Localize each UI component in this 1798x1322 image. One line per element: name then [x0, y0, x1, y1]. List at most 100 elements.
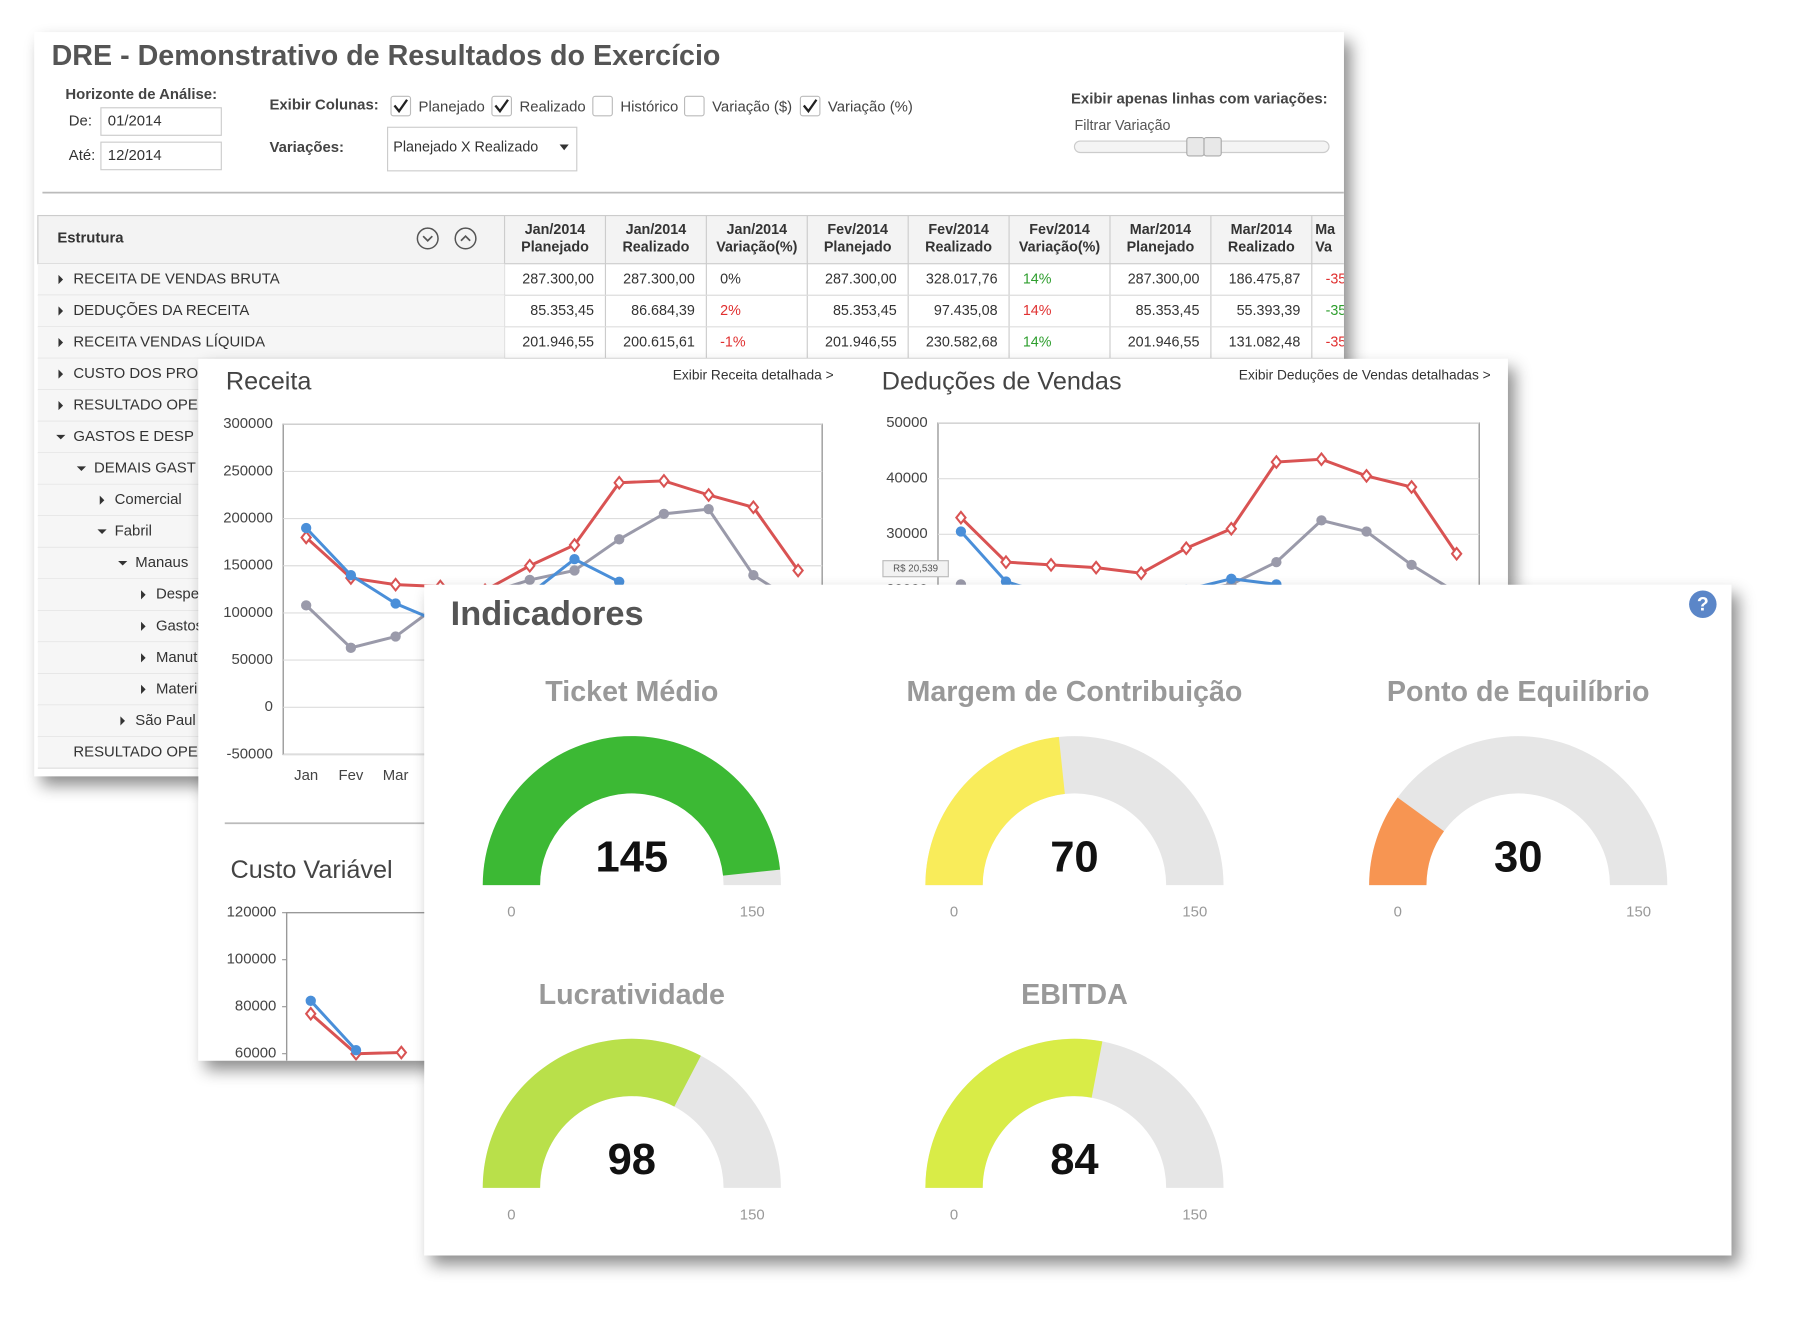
expand-arrow[interactable]	[141, 590, 146, 600]
table-cell: -35	[1326, 303, 1347, 319]
collapse-arrow[interactable]	[56, 434, 66, 440]
row-label: Fabril	[115, 524, 152, 540]
checkbox[interactable]	[683, 95, 705, 117]
label: Horizonte de Análise:	[65, 87, 217, 103]
table-cell: 287.300,00	[825, 271, 897, 287]
gauge-value: 98	[608, 1136, 656, 1184]
tooltip-text: R$ 20,539	[893, 563, 938, 574]
expand-arrow[interactable]	[58, 401, 64, 411]
y-tick-label: 40000	[886, 471, 927, 487]
tooltip	[882, 560, 949, 578]
point	[702, 487, 715, 503]
point	[395, 1045, 408, 1060]
point	[390, 598, 401, 609]
gauge-max: 150	[740, 1207, 765, 1223]
table-cell: 2%	[720, 303, 741, 319]
collapse-arrow[interactable]	[76, 466, 87, 471]
checkbox-label: Realizado	[519, 100, 585, 116]
point	[658, 508, 670, 520]
table-cell: 14%	[1023, 334, 1052, 350]
expand-arrow[interactable]	[58, 306, 64, 316]
label: Exibir apenas linhas com variações:	[1071, 92, 1328, 108]
row-label: Materi	[156, 681, 197, 697]
point	[747, 499, 760, 515]
column-header: Ma	[1315, 222, 1336, 238]
point	[301, 522, 312, 534]
expand-arrow[interactable]	[141, 684, 146, 694]
row-label: Manut	[156, 650, 198, 666]
chevron	[422, 235, 433, 242]
toggle-all-icon[interactable]	[416, 227, 439, 250]
column-header: Jan/2014	[727, 222, 788, 238]
gauge-title: EBITDA	[1021, 979, 1128, 1011]
row-label: Manaus	[135, 555, 188, 571]
column-header: Planejado	[521, 239, 589, 255]
point	[1045, 557, 1057, 573]
label: De:	[69, 113, 92, 129]
point	[658, 473, 670, 489]
column-header: Jan/2014	[626, 222, 687, 238]
checkbox-label: Variação (%)	[828, 100, 913, 116]
column-header: Realizado	[622, 239, 689, 255]
checkbox[interactable]	[592, 95, 613, 117]
series-line	[959, 457, 1458, 575]
collapse-arrow[interactable]	[118, 560, 128, 566]
y-tick-label: 300000	[223, 416, 273, 432]
slider-handle[interactable]	[1203, 137, 1222, 157]
gauge-min: 0	[950, 905, 958, 921]
select[interactable]	[387, 126, 578, 172]
date-input[interactable]	[100, 107, 222, 136]
point	[304, 1006, 317, 1022]
table-header	[37, 214, 1344, 265]
table-cell: 14%	[1023, 303, 1052, 319]
point	[301, 600, 312, 611]
label: Filtrar Variação	[1074, 118, 1170, 134]
table-cell: 287.300,00	[623, 271, 695, 287]
table-cell: 328.017,76	[926, 271, 998, 287]
expand-arrow[interactable]	[58, 369, 64, 379]
gauge-value-arc	[482, 1038, 701, 1188]
table-cell: 287.300,00	[1128, 271, 1200, 287]
expand-arrow[interactable]	[58, 337, 64, 348]
slider-handle[interactable]	[1186, 137, 1205, 157]
point	[1000, 554, 1012, 570]
label: Até:	[69, 148, 96, 164]
date-input[interactable]	[100, 141, 222, 171]
column-header: Mar/2014	[1130, 222, 1191, 238]
detail-link: Exibir Deduções de Vendas detalhadas >	[1239, 368, 1491, 383]
expand-arrow[interactable]	[58, 274, 64, 285]
point	[1360, 468, 1373, 484]
point	[1226, 573, 1237, 584]
table-cell: 85.353,45	[1136, 303, 1200, 319]
table-cell: 201.946,55	[825, 334, 897, 350]
table-cell: 86.684,39	[631, 303, 695, 319]
gauge-min: 0	[507, 905, 515, 921]
y-tick-label: 200000	[223, 511, 273, 527]
table-cell: -35	[1326, 271, 1347, 287]
row-label: RESULTADO OPE	[73, 398, 197, 414]
collapse-arrow[interactable]	[97, 529, 107, 535]
toggle-all-icon[interactable]	[454, 227, 477, 250]
gauge-value-arc	[925, 736, 1065, 886]
point	[1225, 521, 1238, 537]
chart-title: Receita	[226, 368, 312, 396]
gauge-value-arc	[925, 1038, 1103, 1188]
gauge-title: Ticket Médio	[545, 676, 718, 708]
point	[955, 526, 967, 537]
expand-arrow[interactable]	[99, 495, 105, 505]
row-label: GASTOS E DESP	[73, 429, 194, 445]
expand-arrow[interactable]	[141, 653, 146, 663]
expand-arrow[interactable]	[141, 621, 146, 631]
help-icon[interactable]	[1689, 590, 1717, 619]
input-value: 01/2014	[108, 113, 162, 129]
gauge-value: 70	[1050, 833, 1098, 881]
expand-arrow[interactable]	[120, 716, 125, 726]
table-cell: 85.353,45	[833, 303, 897, 319]
detail-link: Exibir Receita detalhada >	[673, 368, 834, 383]
point	[300, 530, 313, 545]
chevron	[460, 234, 471, 242]
y-tick-label: 60000	[235, 1046, 276, 1062]
point	[569, 565, 580, 576]
point	[1271, 556, 1282, 568]
table-cell: 14%	[1023, 271, 1052, 287]
